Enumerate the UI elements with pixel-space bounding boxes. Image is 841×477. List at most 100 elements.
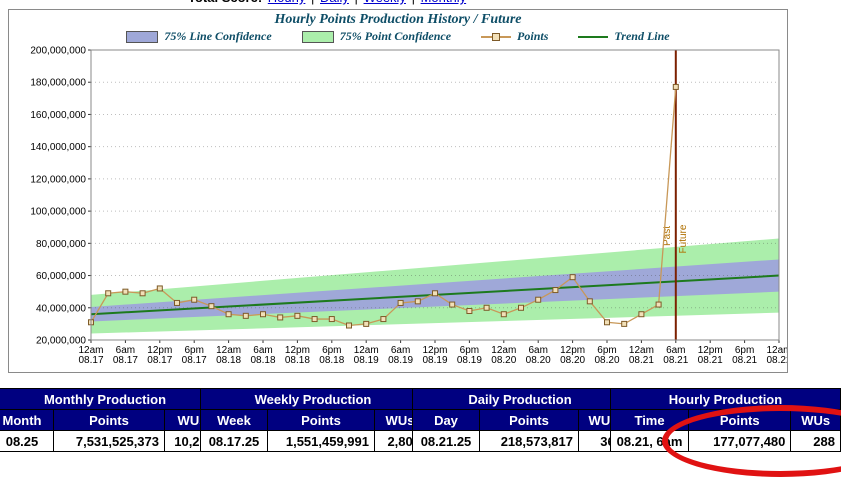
production-tables: Monthly Production Month Points WUs 08.2… [0, 388, 841, 458]
nav-link-monthly[interactable]: Monthly [421, 0, 467, 5]
svg-text:100,000,000: 100,000,000 [30, 207, 86, 218]
svg-text:180,000,000: 180,000,000 [30, 78, 86, 89]
svg-text:08.17: 08.17 [78, 355, 103, 366]
chart-plot-area: 20,000,000 40,000,000 60,000,000 80,000,000… [30, 46, 787, 367]
svg-text:6am: 6am [116, 345, 135, 356]
hourly-production-chart: Hourly Points Production History / Futur… [8, 9, 788, 373]
svg-text:60,000,000: 60,000,000 [36, 271, 86, 282]
nav-link-daily[interactable]: Daily [320, 0, 349, 5]
svg-text:12pm: 12pm [560, 345, 585, 356]
svg-text:6am: 6am [666, 345, 685, 356]
table-title: Hourly Production [610, 388, 841, 410]
svg-text:08.21: 08.21 [629, 355, 654, 366]
table-row: 08.25 7,531,525,373 10,214 [0, 430, 220, 452]
svg-text:200,000,000: 200,000,000 [30, 46, 86, 57]
svg-text:6pm: 6pm [184, 345, 203, 356]
svg-text:12pm: 12pm [147, 345, 172, 356]
svg-text:12am: 12am [216, 345, 241, 356]
monthly-production-table: Monthly Production Month Points WUs 08.2… [0, 388, 220, 452]
svg-text:08.21: 08.21 [732, 355, 757, 366]
svg-text:08.18: 08.18 [216, 355, 241, 366]
svg-text:08.20: 08.20 [491, 355, 516, 366]
points-cell: 1,551,459,991 [267, 430, 375, 452]
column-header: Points [53, 409, 165, 431]
svg-text:08.19: 08.19 [354, 355, 379, 366]
legend-item-trend-line: Trend Line [578, 29, 670, 44]
svg-text:80,000,000: 80,000,000 [36, 239, 86, 250]
svg-text:12am: 12am [491, 345, 516, 356]
svg-text:08.19: 08.19 [422, 355, 447, 366]
month-cell: 08.25 [0, 430, 54, 452]
nav-link-hourly[interactable]: Hourly [268, 0, 306, 5]
column-header: Time [609, 409, 690, 431]
points-cell: 218,573,817 [479, 430, 579, 452]
svg-text:6am: 6am [391, 345, 410, 356]
svg-text:160,000,000: 160,000,000 [30, 110, 86, 121]
svg-text:6am: 6am [253, 345, 272, 356]
svg-text:12pm: 12pm [285, 345, 310, 356]
column-header: Points [479, 409, 579, 431]
total-score-label: Total Score: [188, 0, 262, 5]
nav-link-weekly[interactable]: Weekly [364, 0, 406, 5]
table-row: 08.17.25 1,551,459,991 2,804 [200, 430, 426, 452]
chart-legend: 75% Line Confidence 75% Point Confidence… [9, 29, 787, 44]
svg-text:08.20: 08.20 [594, 355, 619, 366]
points-cell: 177,077,480 [688, 430, 792, 452]
svg-text:12am: 12am [766, 345, 787, 356]
wus-cell: 288 [790, 430, 841, 452]
svg-text:6pm: 6pm [322, 345, 341, 356]
time-cell: 08.21, 6am [609, 430, 690, 452]
weekly-production-table: Weekly Production Week Points WUs 08.17.… [200, 388, 426, 452]
column-header: Month [0, 409, 54, 431]
nav-separator: | [311, 0, 314, 5]
svg-text:140,000,000: 140,000,000 [30, 142, 86, 153]
table-row: 08.21.25 218,573,817 368 [412, 430, 628, 452]
points-line-swatch [481, 32, 512, 41]
svg-text:40,000,000: 40,000,000 [36, 303, 86, 314]
trend-line-swatch [578, 35, 609, 38]
table-title: Daily Production [412, 388, 628, 410]
legend-item-points: Points [481, 29, 548, 44]
svg-text:6am: 6am [528, 345, 547, 356]
svg-text:08.21: 08.21 [663, 355, 688, 366]
legend-label-point-confidence: 75% Point Confidence [339, 29, 452, 43]
svg-text:12am: 12am [629, 345, 654, 356]
total-score-nav: Total Score: Hourly | Daily | Weekly | M… [188, 0, 468, 5]
nav-separator: | [355, 0, 358, 5]
svg-text:08.18: 08.18 [285, 355, 310, 366]
svg-text:08.17: 08.17 [182, 355, 207, 366]
column-header: WUs [790, 409, 841, 431]
column-header: Week [200, 409, 268, 431]
svg-text:12am: 12am [78, 345, 103, 356]
svg-text:08.17: 08.17 [147, 355, 172, 366]
column-header: Points [267, 409, 375, 431]
points-cell: 7,531,525,373 [53, 430, 165, 452]
svg-text:08.18: 08.18 [319, 355, 344, 366]
svg-text:120,000,000: 120,000,000 [30, 174, 86, 185]
svg-text:08.20: 08.20 [526, 355, 551, 366]
week-cell: 08.17.25 [200, 430, 268, 452]
day-cell: 08.21.25 [412, 430, 480, 452]
svg-text:Future: Future [678, 224, 689, 253]
svg-text:Past: Past [662, 226, 673, 246]
point-confidence-swatch [301, 30, 334, 43]
points-marker-icon [492, 32, 501, 41]
hourly-production-table: Hourly Production Time Points WUs 08.21,… [609, 388, 841, 452]
table-row: 08.21, 6am 177,077,480 288 [609, 430, 841, 452]
svg-text:20,000,000: 20,000,000 [36, 336, 86, 347]
legend-item-point-confidence: 75% Point Confidence [301, 29, 452, 44]
svg-text:08.19: 08.19 [388, 355, 413, 366]
column-header: Day [412, 409, 480, 431]
svg-text:08.17: 08.17 [113, 355, 138, 366]
svg-text:08.19: 08.19 [457, 355, 482, 366]
legend-label-line-confidence: 75% Line Confidence [164, 29, 272, 43]
column-header: Points [688, 409, 792, 431]
legend-label-trend-line: Trend Line [614, 29, 670, 43]
legend-item-line-confidence: 75% Line Confidence [126, 29, 272, 44]
svg-text:08.18: 08.18 [250, 355, 275, 366]
svg-text:12pm: 12pm [422, 345, 447, 356]
chart-title: Hourly Points Production History / Futur… [274, 12, 522, 27]
svg-text:6pm: 6pm [460, 345, 479, 356]
line-confidence-swatch [126, 30, 159, 43]
svg-text:08.22: 08.22 [766, 355, 787, 366]
